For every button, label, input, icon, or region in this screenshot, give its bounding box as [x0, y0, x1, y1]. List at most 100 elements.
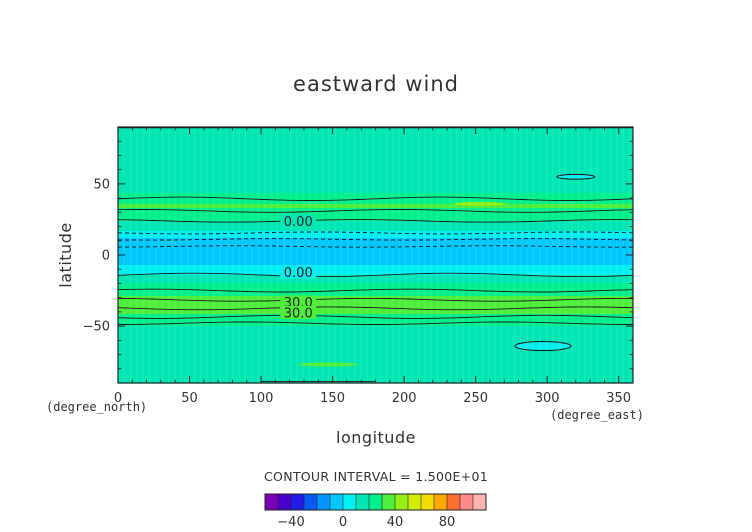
wind-band	[118, 280, 633, 282]
y-unit-label: (degree_north)	[46, 400, 147, 414]
wind-band	[118, 244, 633, 246]
wind-band	[118, 142, 633, 144]
wind-band	[118, 166, 633, 168]
wind-band	[118, 365, 633, 367]
wind-band	[118, 214, 633, 216]
wind-band	[118, 258, 633, 260]
wind-band	[118, 138, 633, 140]
wind-band	[118, 170, 633, 172]
wind-band	[118, 173, 633, 175]
wind-band	[118, 302, 633, 304]
wind-band	[118, 377, 633, 379]
wind-band	[118, 148, 633, 150]
y-tick-label: 50	[93, 177, 110, 192]
wind-band	[118, 297, 633, 299]
wind-field	[118, 127, 633, 384]
wind-band	[118, 259, 633, 261]
x-axis-title: longitude	[336, 428, 416, 447]
contour-line	[117, 209, 634, 213]
wind-band	[118, 345, 633, 347]
wind-band	[118, 252, 633, 254]
wind-band	[118, 152, 633, 154]
wind-band	[118, 202, 633, 204]
x-axis: 0 50 100 150 200 250 300 350	[114, 127, 631, 406]
wind-band	[118, 182, 633, 184]
wind-band	[118, 150, 633, 152]
wind-band	[118, 176, 633, 178]
contour-interval-label: CONTOUR INTERVAL = 1.500E+01	[264, 469, 488, 484]
wind-band	[118, 203, 633, 205]
wind-band	[118, 304, 633, 306]
wind-band	[118, 347, 633, 349]
wind-band	[118, 315, 633, 317]
contour-label: 0.00	[284, 266, 313, 281]
x-tick-label: 50	[181, 391, 198, 406]
wind-band	[118, 296, 633, 298]
wind-band	[118, 206, 633, 208]
wind-band	[118, 332, 633, 334]
wind-band	[118, 186, 633, 188]
wind-band	[118, 357, 633, 359]
wind-band	[118, 285, 633, 287]
wind-band	[118, 147, 633, 149]
closed-contour	[453, 202, 506, 206]
wind-band	[118, 163, 633, 165]
wind-band	[118, 336, 633, 338]
contour-line	[118, 245, 634, 248]
wind-band	[118, 339, 633, 341]
wind-band	[118, 272, 633, 274]
wind-band	[118, 359, 633, 361]
wind-band	[118, 178, 633, 180]
wind-band	[118, 294, 633, 296]
wind-band	[118, 278, 633, 280]
wind-band	[118, 222, 633, 224]
wind-band	[118, 227, 633, 229]
wind-band	[118, 373, 633, 375]
contour-label-backdrop	[280, 265, 317, 279]
wind-band	[118, 351, 633, 353]
wind-band	[118, 196, 633, 198]
wind-band	[118, 143, 633, 145]
wind-band	[118, 353, 633, 355]
wind-band	[118, 216, 633, 218]
wind-band	[118, 316, 633, 318]
wind-band	[118, 344, 633, 346]
wind-band	[118, 175, 633, 177]
wind-band	[118, 369, 633, 371]
wind-band	[118, 181, 633, 183]
wind-band	[118, 197, 633, 199]
wind-band	[118, 360, 633, 362]
colorbar-swatch	[369, 494, 383, 510]
wind-band	[118, 155, 633, 157]
wind-band	[118, 329, 633, 331]
wind-band	[118, 159, 633, 161]
x-unit-label: (degree_east)	[550, 408, 644, 422]
wind-band	[118, 287, 633, 289]
wind-band	[118, 319, 633, 321]
wind-band	[118, 154, 633, 156]
wind-band	[118, 255, 633, 257]
wind-band	[118, 318, 633, 320]
wind-band	[118, 312, 633, 314]
wind-band	[118, 171, 633, 173]
wind-band	[118, 350, 633, 352]
wind-band	[118, 213, 633, 215]
colorbar-swatch	[421, 494, 435, 510]
contour-label-backdrop	[280, 214, 317, 228]
wind-band	[118, 231, 633, 233]
colorbar-swatch	[343, 494, 357, 510]
colorbar-tick-label: 80	[439, 515, 456, 530]
wind-band	[118, 331, 633, 333]
wind-band	[118, 220, 633, 222]
wind-band	[118, 234, 633, 236]
wind-band	[118, 162, 633, 164]
wind-band	[118, 189, 633, 191]
wind-band	[118, 245, 633, 247]
wind-band	[118, 246, 633, 248]
wind-band	[118, 230, 633, 232]
x-tick-label: 100	[249, 391, 274, 406]
wind-band	[118, 354, 633, 356]
wind-band	[118, 265, 633, 267]
x-tick-label: 300	[535, 391, 560, 406]
